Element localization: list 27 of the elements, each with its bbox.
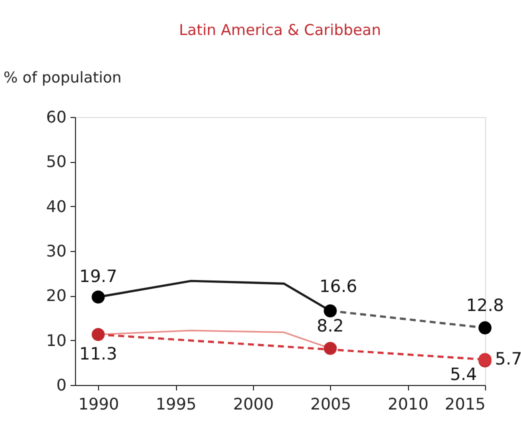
y-tick-label: 10 <box>46 330 66 350</box>
point <box>92 328 105 342</box>
y-tick-label: 50 <box>46 152 66 172</box>
data-label: 8.2 <box>316 316 344 336</box>
data-label: 11.3 <box>79 344 118 365</box>
point <box>92 290 105 304</box>
data-label: 5.7 <box>495 350 521 370</box>
y-tick-label: 20 <box>46 286 66 306</box>
y-tick-label: 60 <box>46 108 66 126</box>
point <box>478 321 492 334</box>
data-label: 12.8 <box>466 296 504 316</box>
y-tick-label: 30 <box>46 242 66 260</box>
y-axis-title: % of population <box>4 68 122 86</box>
x-tick-label: 2015 <box>444 394 486 414</box>
y-tick-label: 40 <box>46 196 66 216</box>
data-label: 16.6 <box>319 276 358 297</box>
x-tick-label: 2010 <box>388 394 428 414</box>
data-label: 5.4 <box>450 364 477 385</box>
point <box>324 304 337 318</box>
x-tick-label: 2000 <box>233 394 274 414</box>
y-tick-label: 0 <box>56 376 66 394</box>
point <box>324 342 337 355</box>
chart-title: Latin America & Caribbean <box>179 21 381 39</box>
x-tick-label: 1990 <box>78 394 120 414</box>
x-tick-label: 1995 <box>156 394 196 414</box>
x-tick-label: 2005 <box>310 394 352 414</box>
data-label: 19.7 <box>79 267 118 288</box>
